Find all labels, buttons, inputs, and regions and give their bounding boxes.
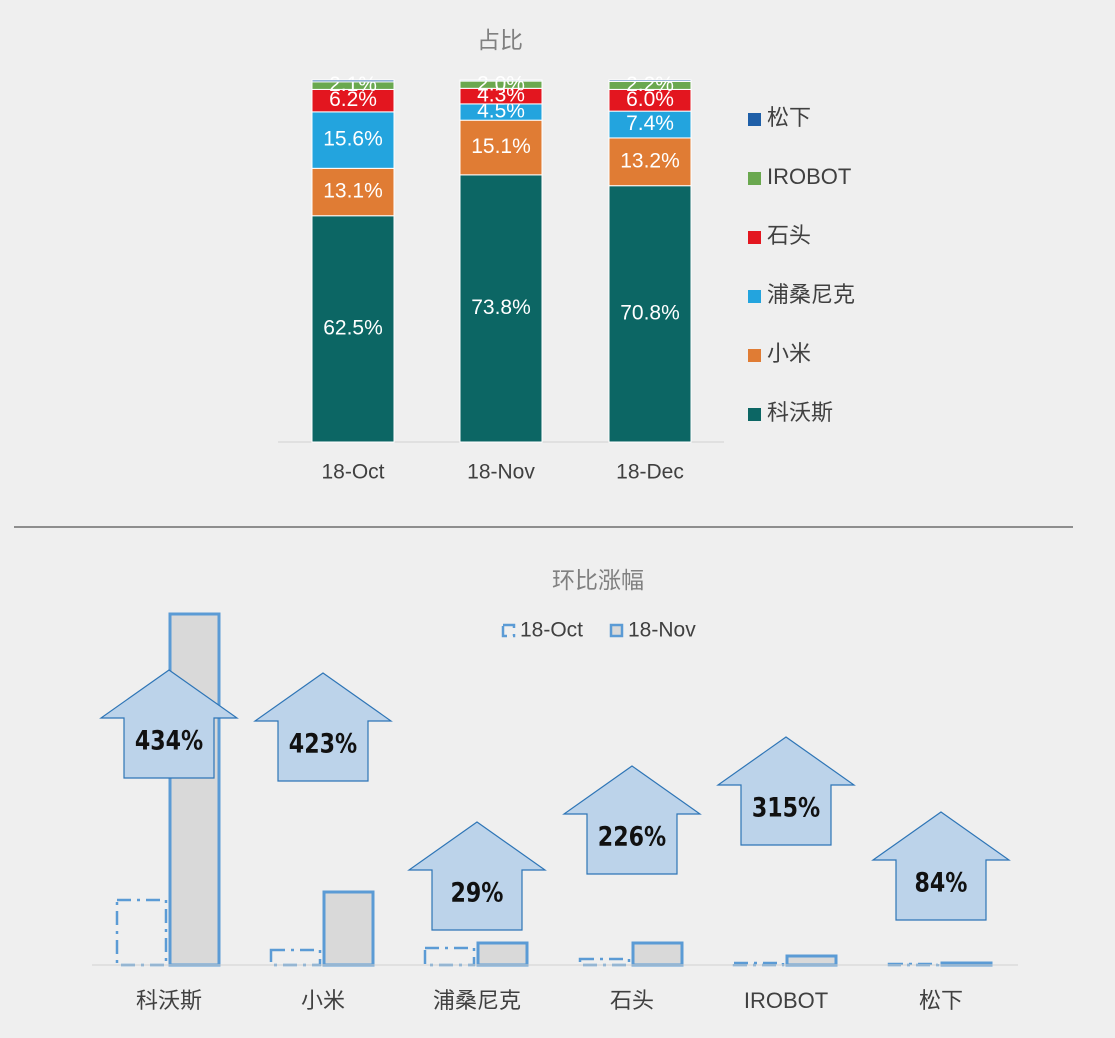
growth-arrow <box>99 669 239 779</box>
legend-label: 石头 <box>767 223 811 248</box>
data-label: 4.3% <box>477 84 525 107</box>
growth-arrow <box>562 765 702 875</box>
bar-segment <box>311 167 395 217</box>
growth-label: 315% <box>752 792 820 824</box>
x-tick-label: 松下 <box>919 988 963 1013</box>
bar-segment <box>608 79 692 82</box>
bar-segment <box>608 185 692 443</box>
x-tick-label: 18-Dec <box>616 461 684 484</box>
bar-segment <box>608 110 692 139</box>
legend-label: 科沃斯 <box>767 400 833 425</box>
data-label: 13.2% <box>620 149 680 172</box>
bar <box>732 961 785 967</box>
legend-label: 18-Nov <box>628 619 696 642</box>
x-tick-label: 石头 <box>610 988 654 1013</box>
legend-swatch <box>748 349 761 362</box>
growth-arrow <box>871 811 1011 921</box>
legend-swatch <box>748 290 761 303</box>
legend-swatch <box>748 172 761 185</box>
x-tick-label: 小米 <box>301 988 345 1013</box>
legend-label: 松下 <box>767 105 811 130</box>
x-tick-label: 浦桑尼克 <box>433 988 521 1013</box>
bar <box>785 954 838 967</box>
legend-swatch <box>501 623 516 638</box>
bar <box>476 941 529 967</box>
growth-label: 226% <box>598 821 666 853</box>
data-label: 15.6% <box>323 128 383 151</box>
data-label: 6.0% <box>626 88 674 111</box>
data-label: 62.5% <box>323 316 383 339</box>
data-label: 70.8% <box>620 301 680 324</box>
data-label: 73.8% <box>471 296 531 319</box>
bar-segment <box>311 79 395 83</box>
bar <box>168 612 221 967</box>
growth-label: 423% <box>289 728 357 760</box>
legend-label: IROBOT <box>767 164 851 189</box>
bar-segment <box>459 79 543 82</box>
growth-arrow <box>716 736 856 846</box>
data-label: 15.1% <box>471 135 531 158</box>
growth-arrow <box>407 821 547 931</box>
growth-label: 29% <box>451 877 504 909</box>
data-label: 2.2% <box>626 73 674 96</box>
growth-arrow <box>253 672 393 782</box>
x-tick-label: IROBOT <box>744 988 828 1013</box>
legend-swatch <box>609 623 624 638</box>
bar <box>631 941 684 967</box>
legend-swatch <box>748 113 761 126</box>
data-label: 13.1% <box>323 180 383 203</box>
legend-swatch <box>748 231 761 244</box>
bar-segment <box>459 174 543 443</box>
bar-segment <box>311 215 395 443</box>
growth-label: 84% <box>915 867 968 899</box>
data-label: 4.5% <box>477 100 525 123</box>
growth-label: 434% <box>135 725 203 757</box>
legend-label: 小米 <box>767 341 811 366</box>
data-label: 6.2% <box>329 88 377 111</box>
legend-swatch <box>748 408 761 421</box>
x-tick-label: 科沃斯 <box>136 988 202 1013</box>
x-tick-label: 18-Oct <box>321 461 384 484</box>
data-label: 2.0% <box>477 72 525 95</box>
bar-segment <box>459 119 543 176</box>
data-label: 2.1% <box>329 73 377 96</box>
x-tick-label: 18-Nov <box>467 461 535 484</box>
bar-segment <box>608 137 692 187</box>
bar <box>322 890 375 967</box>
legend-label: 浦桑尼克 <box>767 282 855 307</box>
data-label: 7.4% <box>626 112 674 135</box>
legend-label: 18-Oct <box>520 619 583 642</box>
chart-title: 环比涨幅 <box>552 567 644 593</box>
chart-title: 占比 <box>477 27 523 53</box>
